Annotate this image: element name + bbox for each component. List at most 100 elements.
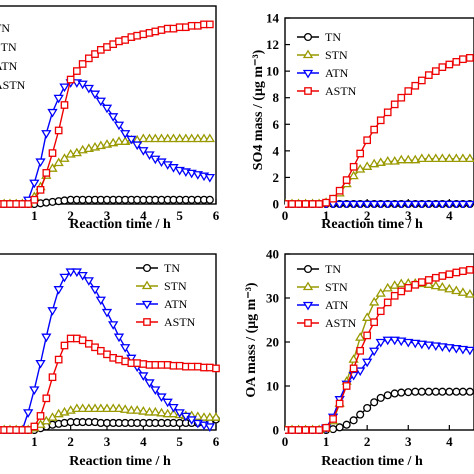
data-point-stn (156, 133, 167, 143)
data-point-astn (42, 169, 51, 177)
data-point-atn (59, 83, 70, 93)
data-point-stn (355, 163, 366, 173)
data-point-atn (53, 94, 64, 104)
x-tick-label: 0 (282, 208, 289, 223)
data-point-astn (459, 267, 467, 276)
data-point-atn (437, 200, 448, 208)
data-point-astn (466, 265, 474, 274)
data-point-astn (342, 176, 351, 184)
data-point-stn (444, 153, 455, 162)
data-point-atn (403, 200, 414, 208)
data-point-stn (192, 133, 203, 143)
data-point-atn (120, 344, 131, 353)
x-tick-label: 2 (67, 208, 74, 223)
data-point-stn (144, 133, 155, 143)
series-line-astn (0, 23, 210, 205)
data-point-tn (376, 393, 385, 402)
x-tick-label: 5 (176, 434, 183, 449)
plot-data (285, 54, 474, 208)
data-point-astn (376, 116, 385, 125)
data-point-astn (36, 412, 45, 420)
data-point-tn (424, 387, 433, 396)
data-point-atn (375, 200, 386, 208)
x-tick-label: 1 (323, 434, 330, 449)
x-tick-label: 6 (213, 208, 220, 223)
y-axis-label: SO4 mass / (μg m⁻³) (251, 49, 266, 170)
data-point-astn (115, 37, 123, 46)
legend-label: ASTN (325, 316, 357, 330)
y-tick-label: 14 (266, 11, 280, 26)
data-point-stn (198, 412, 210, 421)
data-point-stn (168, 133, 179, 143)
data-point-astn (121, 357, 130, 366)
data-point-stn (464, 153, 474, 162)
legend-marker (141, 300, 153, 310)
data-point-atn (132, 141, 143, 151)
data-point-astn (60, 341, 69, 350)
legend-marker (303, 264, 313, 274)
data-point-atn (120, 130, 131, 139)
data-point-astn (212, 364, 220, 373)
data-point-stn (89, 403, 101, 413)
data-point-astn (288, 200, 296, 208)
data-point-astn (424, 71, 433, 79)
data-point-astn (349, 162, 358, 171)
data-point-stn (101, 403, 113, 413)
data-point-astn (417, 76, 426, 85)
data-point-stn (457, 287, 469, 296)
data-point-astn (294, 200, 303, 208)
data-point-stn (396, 154, 407, 164)
data-point-stn (138, 406, 149, 415)
data-point-astn (48, 373, 57, 382)
data-point-astn (452, 57, 461, 66)
data-point-tn (342, 420, 351, 429)
data-point-astn (370, 125, 379, 134)
data-point-atn (396, 200, 407, 208)
data-point-atn (362, 358, 373, 368)
data-point-astn (431, 273, 440, 282)
data-point-astn (175, 23, 184, 32)
data-point-astn (322, 198, 330, 207)
data-point-atn (451, 200, 462, 208)
data-point-stn (389, 156, 400, 165)
y-tick-label: 12 (266, 37, 279, 52)
data-point-atn (444, 344, 455, 353)
data-point-atn (59, 273, 70, 283)
data-point-atn (355, 367, 366, 377)
data-point-astn (315, 200, 323, 208)
data-point-astn (466, 54, 474, 62)
data-point-stn (430, 153, 441, 162)
data-point-astn (329, 415, 337, 423)
data-point-tn (438, 387, 447, 396)
legend-label: STN (0, 40, 17, 54)
data-point-astn (349, 364, 358, 373)
data-point-astn (459, 55, 467, 64)
data-point-astn (30, 422, 39, 431)
data-point-astn (285, 200, 289, 208)
legend: TN STN ATN ASTN (297, 30, 357, 98)
data-point-astn (151, 361, 160, 369)
data-point-stn (437, 153, 448, 162)
data-point-stn (369, 158, 380, 168)
data-point-atn (113, 333, 125, 343)
legend-marker (302, 301, 314, 311)
data-point-atn (156, 393, 167, 403)
data-point-atn (144, 151, 155, 160)
legend-marker (303, 32, 313, 42)
x-tick-label: 2 (364, 208, 371, 223)
legend: TN STN ATN ASTN (297, 262, 357, 330)
data-point-atn (464, 200, 474, 208)
data-point-atn (410, 339, 421, 349)
data-point-tn (363, 403, 372, 413)
data-point-atn (47, 108, 58, 118)
data-point-astn (169, 24, 178, 33)
data-point-astn (308, 426, 317, 434)
data-point-atn (382, 200, 393, 208)
data-point-atn (95, 97, 106, 107)
legend-marker (304, 319, 312, 327)
data-point-astn (404, 284, 413, 292)
x-tick-label: 1 (31, 208, 38, 223)
data-point-astn (356, 149, 365, 158)
data-point-atn (108, 321, 119, 330)
